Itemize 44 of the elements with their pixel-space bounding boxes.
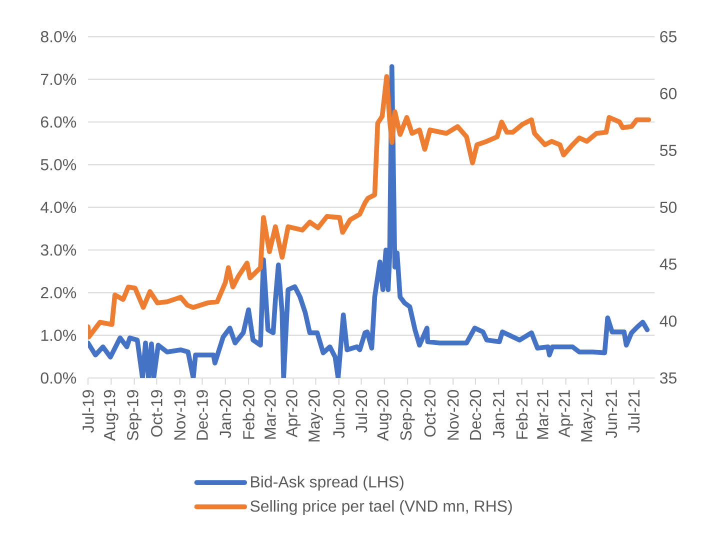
x-tick-label: May-20	[308, 390, 323, 442]
y2-tick-label: 60	[660, 88, 677, 100]
legend-label: Bid-Ask spread (LHS)	[251, 476, 404, 491]
x-tick-label: Sep-20	[400, 390, 415, 440]
line-series	[88, 74, 652, 340]
x-tick-label: Oct-20	[424, 390, 436, 437]
y2-tick-label: 35	[660, 372, 676, 384]
x-tick-label: Mar-20	[264, 390, 276, 439]
y2-tick-label: 55	[660, 144, 676, 156]
y-tick-label: 3.0%	[40, 244, 76, 256]
y-tick-label: 7.0%	[41, 74, 76, 85]
x-tick-label: Jun-21	[606, 390, 618, 438]
x-tick-label: Apr-20	[286, 390, 301, 438]
x-tick-label: Feb-20	[242, 390, 254, 439]
x-tick-label: Nov-19	[174, 390, 186, 440]
x-tick-label: Dec-20	[470, 390, 482, 440]
x-tick-label: Sep-19	[127, 390, 142, 440]
x-tick-label: Aug-20	[377, 390, 392, 441]
x-tick-label: Dec-19	[196, 390, 208, 440]
y-tick-label: 5.0%	[40, 159, 76, 170]
x-tick-label: Jan-21	[492, 390, 504, 438]
x-tick-label: Jun-20	[333, 390, 345, 438]
y2-tick-label: 65	[660, 31, 676, 42]
y-tick-label: 8.0%	[40, 31, 76, 42]
y-tick-label: 2.0%	[40, 287, 76, 298]
x-tick-label: Jul-20	[355, 390, 368, 433]
y-tick-label: 0.0%	[40, 372, 76, 384]
y2-tick-label: 45	[660, 258, 676, 270]
x-tick-label: Apr-21	[558, 390, 574, 438]
x-tick-label: Jul-19	[82, 390, 94, 433]
y-tick-label: 6.0%	[41, 116, 76, 128]
y-tick-label: 1.0%	[41, 330, 76, 341]
x-tick-label: Aug-19	[104, 390, 118, 441]
y2-tick-label: 50	[660, 202, 677, 213]
y2-tick-label: 40	[660, 315, 677, 327]
legend-label: Selling price per tael (VND mn, RHS)	[250, 500, 512, 515]
x-tick-label: Feb-21	[516, 390, 528, 439]
x-tick-label: Jan-20	[220, 390, 232, 438]
x-tick-label: Nov-20	[447, 390, 459, 440]
y-tick-label: 4.0%	[40, 202, 76, 213]
x-tick-label: Oct-19	[151, 390, 162, 437]
x-tick-label: May-21	[580, 390, 596, 442]
x-tick-label: Mar-21	[537, 390, 548, 439]
x-tick-label: Jul-21	[628, 390, 640, 433]
